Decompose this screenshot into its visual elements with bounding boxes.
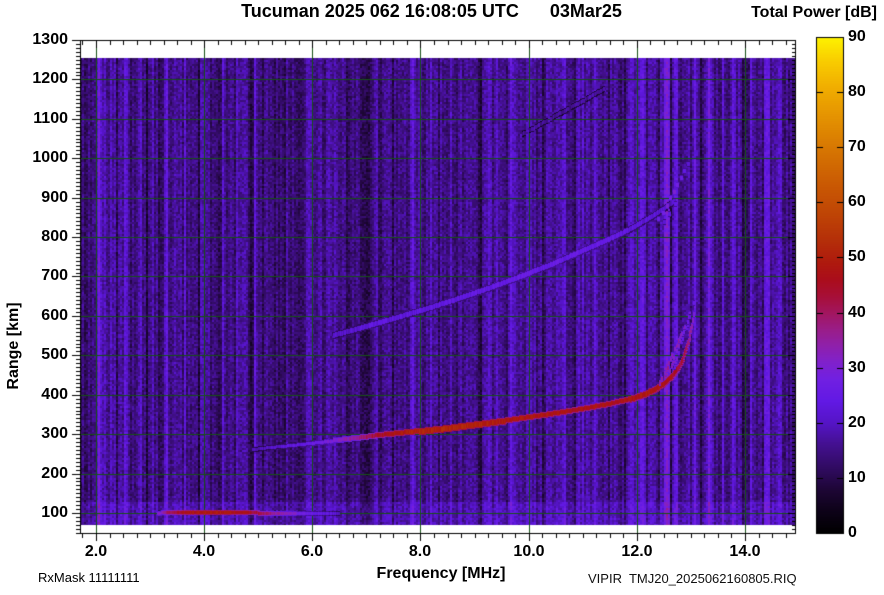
rxmask-label: RxMask 11111111 [38, 570, 140, 585]
y-tick-label: 100 [41, 504, 68, 521]
y-tick-label: 600 [41, 307, 68, 324]
y-tick-label: 800 [41, 228, 68, 245]
y-tick-label: 1200 [32, 70, 68, 87]
colorbar-tick-label: 90 [848, 28, 866, 45]
x-tick-label: 14.0 [729, 543, 761, 560]
x-tick-label: 6.0 [300, 543, 324, 560]
colorbar-tick-label: 0 [848, 524, 857, 541]
colorbar-tick-label: 10 [848, 469, 866, 486]
y-tick-label: 1000 [32, 149, 68, 166]
plot-date-label: 03Mar25 [549, 1, 622, 21]
colorbar-tick-label: 50 [848, 248, 866, 265]
colorbar-tick-label: 20 [848, 414, 866, 431]
colorbar-tick-label: 60 [848, 193, 866, 210]
x-tick-label: 8.0 [408, 543, 432, 560]
x-axis-title: Frequency [MHz] [376, 565, 506, 582]
colorbar-tick-label: 70 [848, 138, 866, 155]
colorbar-tick-label: 30 [848, 359, 866, 376]
y-tick-label: 900 [41, 189, 68, 206]
y-tick-label: 300 [41, 425, 68, 442]
y-tick-label: 700 [41, 267, 68, 284]
x-tick-label: 12.0 [621, 543, 653, 560]
colorbar-tick-label: 80 [848, 83, 866, 100]
y-tick-label: 1300 [32, 31, 68, 48]
y-tick-label: 500 [41, 346, 68, 363]
y-tick-label: 1100 [33, 110, 68, 127]
plot-title: Tucuman 2025 062 16:08:05 UTC 03Mar25 [80, 1, 783, 22]
filename-label: VIPIR TMJ20_2025062160805.RIQ [588, 571, 797, 586]
colorbar-title: Total Power [dB] [751, 4, 877, 21]
y-tick-label: 400 [41, 386, 68, 403]
x-tick-label: 10.0 [513, 543, 545, 560]
x-tick-label: 4.0 [192, 543, 216, 560]
x-tick-label: 2.0 [84, 543, 108, 560]
station-datetime-label: Tucuman 2025 062 16:08:05 UTC [241, 1, 519, 21]
y-tick-label: 200 [41, 465, 68, 482]
colorbar-tick-label: 40 [848, 304, 866, 321]
